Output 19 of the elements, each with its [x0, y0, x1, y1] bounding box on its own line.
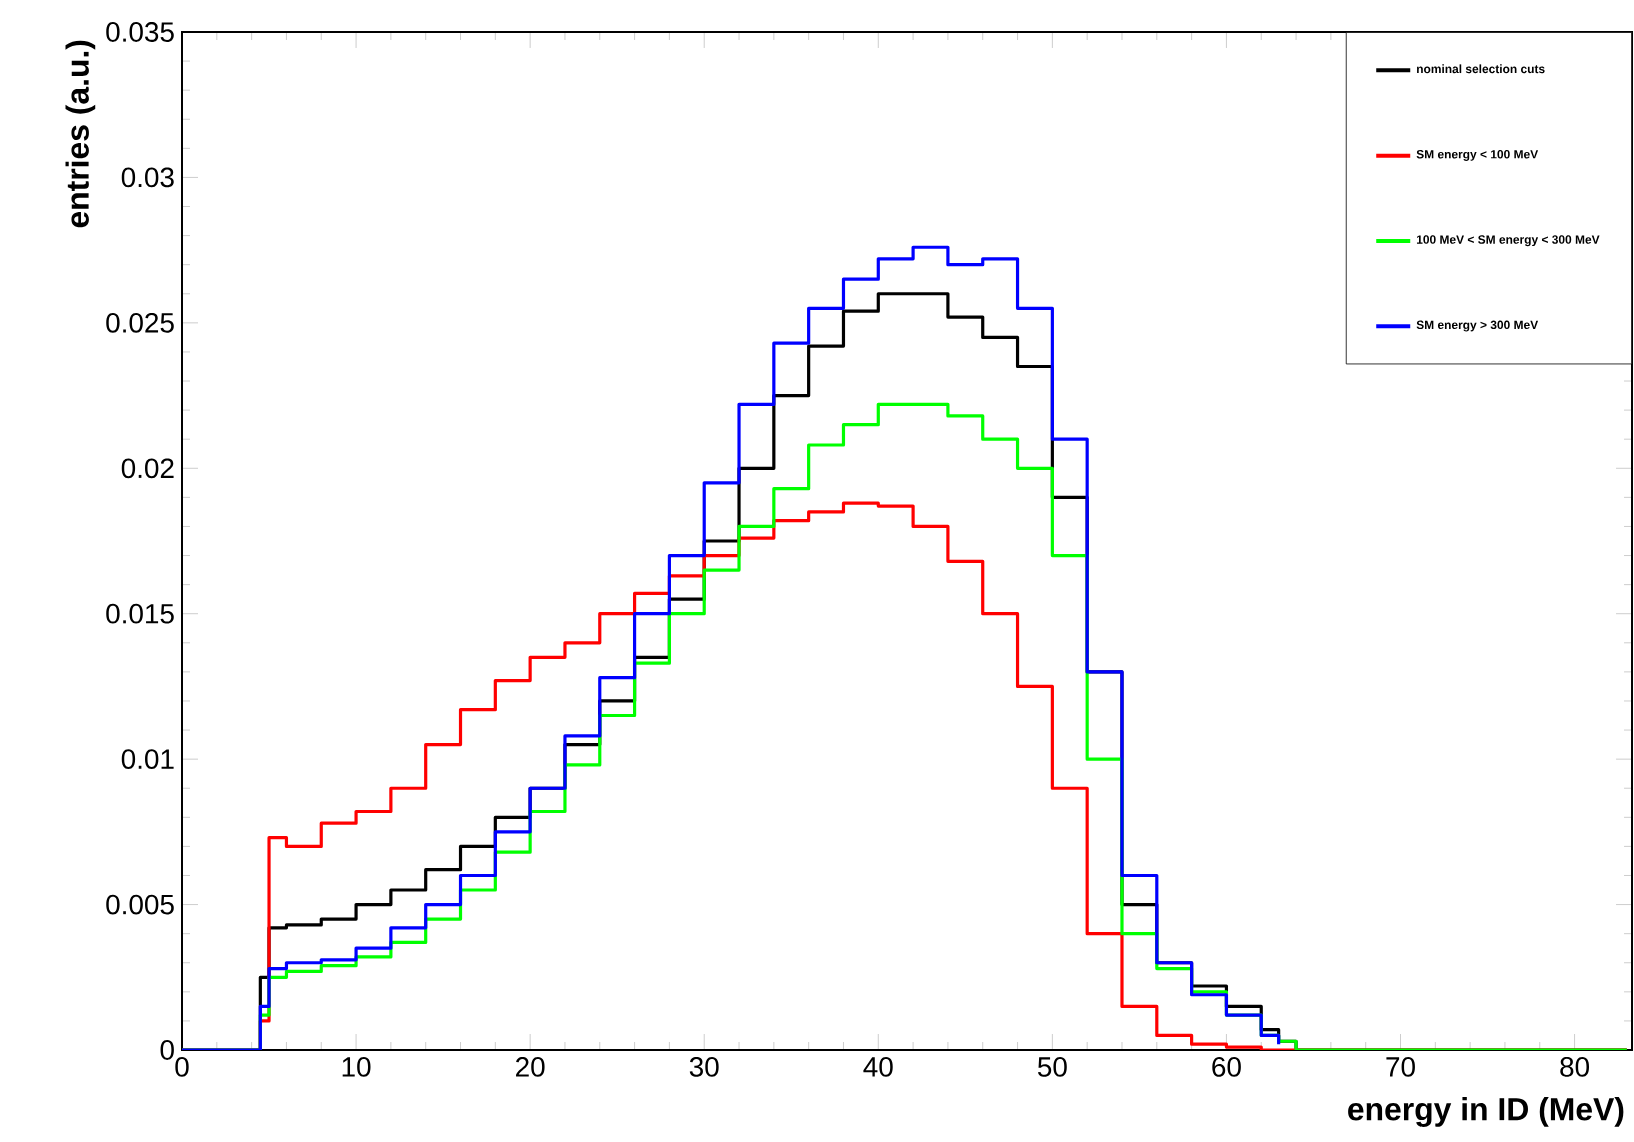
x-tick-label: 10 [342, 1057, 371, 1077]
x-tick-label: 80 [1560, 1057, 1590, 1077]
y-tick-label: 0 [160, 1040, 174, 1060]
x-tick-label: 0 [175, 1057, 189, 1077]
x-axis-title: energy in ID (MeV) [1348, 1097, 1624, 1127]
x-tick-label: 40 [863, 1057, 893, 1077]
y-tick-label: 0.005 [106, 894, 174, 915]
x-tick-label: 30 [689, 1057, 719, 1077]
y-tick-label: 0.035 [106, 22, 174, 42]
y-tick-label: 0.03 [121, 167, 174, 188]
y-axis-title: entries (a.u.) [65, 40, 96, 228]
x-tick-label: 70 [1386, 1057, 1415, 1077]
y-tick-label: 0.02 [121, 458, 174, 479]
y-tick-label: 0.025 [106, 312, 174, 333]
x-tick-label: 50 [1037, 1057, 1067, 1077]
y-tick-label: 0.015 [106, 603, 174, 624]
y-tick-label: 0.01 [121, 749, 174, 770]
x-tick-label: 20 [516, 1057, 545, 1077]
x-tick-label: 60 [1212, 1057, 1241, 1077]
